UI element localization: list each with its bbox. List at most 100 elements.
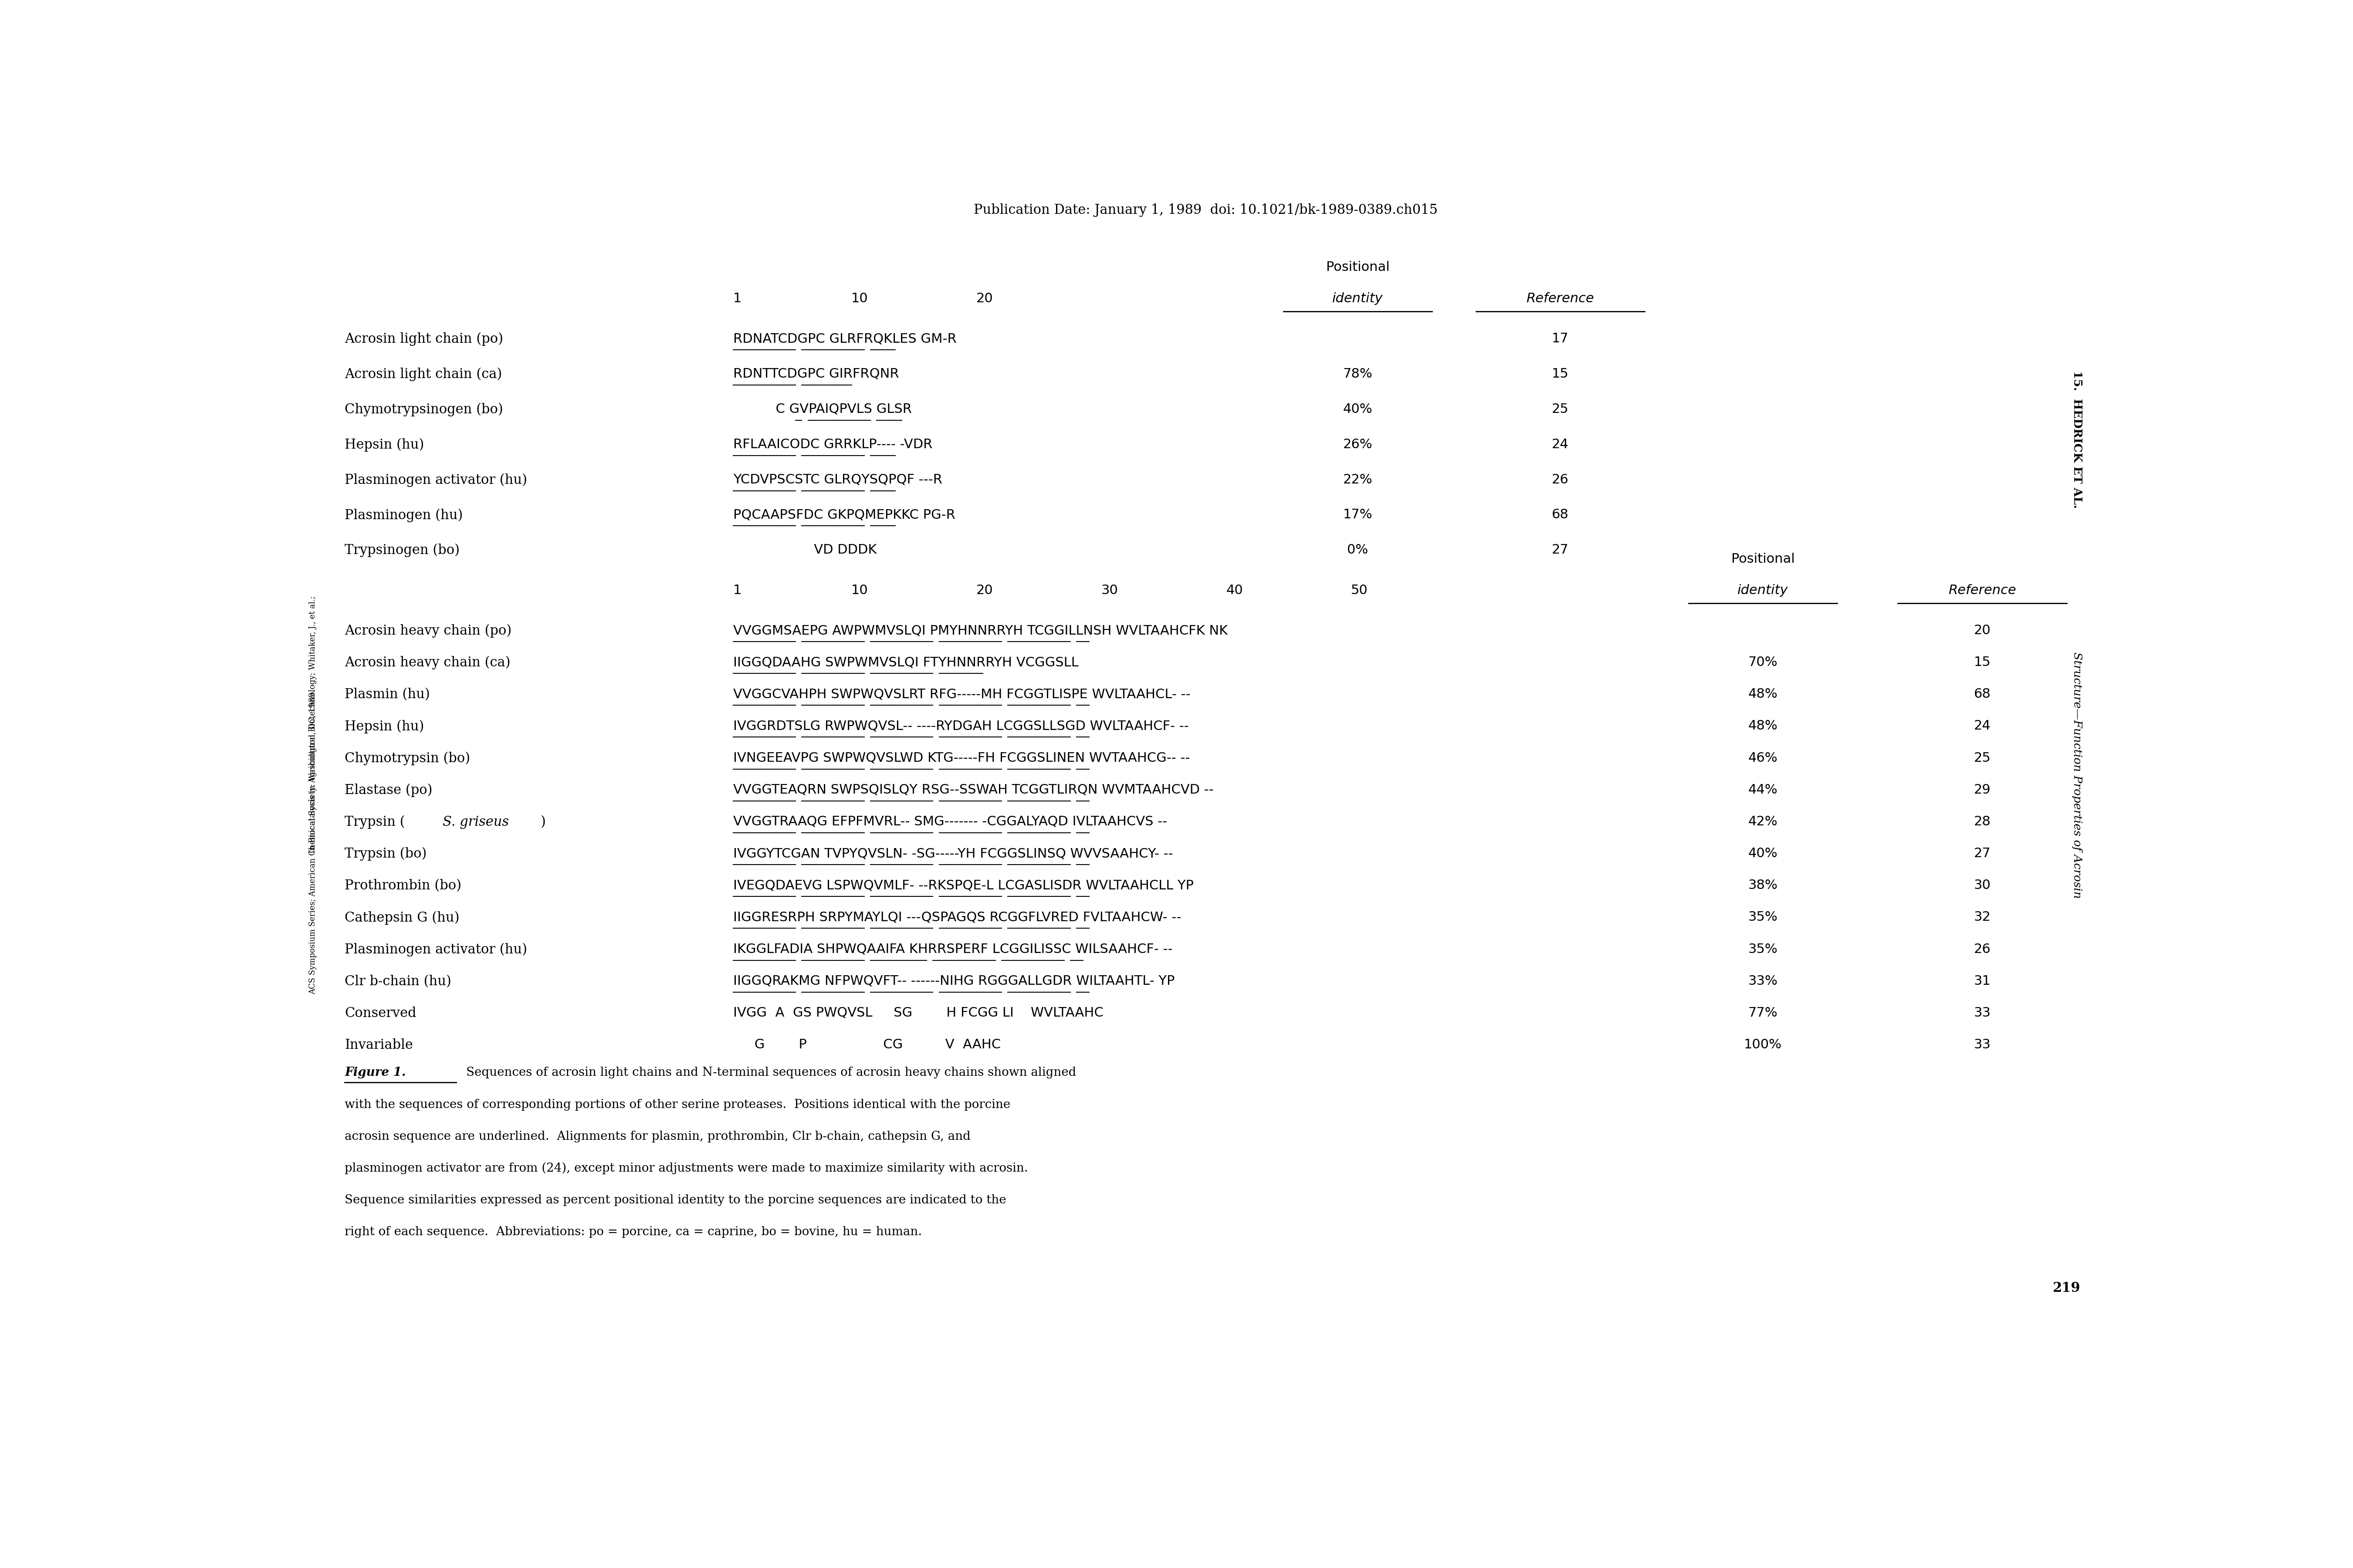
- Text: Acrosin light chain (po): Acrosin light chain (po): [346, 332, 504, 347]
- Text: C GVPAIQPVLS GLSR: C GVPAIQPVLS GLSR: [734, 403, 911, 416]
- Text: 48%: 48%: [1748, 688, 1777, 701]
- Text: 17%: 17%: [1344, 508, 1372, 521]
- Text: 27: 27: [1553, 544, 1569, 557]
- Text: 28: 28: [1974, 815, 1991, 828]
- Text: 24: 24: [1553, 437, 1569, 450]
- Text: identity: identity: [1737, 583, 1788, 596]
- Text: IIGGRESRPH SRPYMAYLQI ---QSPAGQS RCGGFLVRED FVLTAAHCW- --: IIGGRESRPH SRPYMAYLQI ---QSPAGQS RCGGFLV…: [734, 911, 1181, 924]
- Text: 33: 33: [1974, 1007, 1991, 1019]
- Text: 68: 68: [1974, 688, 1991, 701]
- Text: IVNGEEAVPG SWPWQVSLWD KTG-----FH FCGGSLINEN WVTAAHCG-- --: IVNGEEAVPG SWPWQVSLWD KTG-----FH FCGGSLI…: [734, 751, 1191, 764]
- Text: 25: 25: [1553, 403, 1569, 416]
- Text: 70%: 70%: [1748, 655, 1777, 668]
- Text: Acrosin heavy chain (po): Acrosin heavy chain (po): [346, 624, 511, 638]
- Text: Trypsin (bo): Trypsin (bo): [346, 847, 426, 861]
- Text: 68: 68: [1551, 508, 1569, 521]
- Text: 26: 26: [1974, 942, 1991, 955]
- Text: 26: 26: [1553, 474, 1569, 486]
- Text: Publication Date: January 1, 1989  doi: 10.1021/bk-1989-0389.ch015: Publication Date: January 1, 1989 doi: 1…: [974, 204, 1438, 216]
- Text: RFLAAICODC GRRKLP---- -VDR: RFLAAICODC GRRKLP---- -VDR: [734, 437, 932, 450]
- Text: Sequence similarities expressed as percent positional identity to the porcine se: Sequence similarities expressed as perce…: [346, 1195, 1007, 1206]
- Text: Acrosin heavy chain (ca): Acrosin heavy chain (ca): [346, 655, 511, 670]
- Text: Conserved: Conserved: [346, 1007, 416, 1019]
- Text: 40: 40: [1226, 583, 1242, 596]
- Text: 22%: 22%: [1344, 474, 1372, 486]
- Text: 38%: 38%: [1748, 880, 1777, 892]
- Text: right of each sequence.  Abbreviations: po = porcine, ca = caprine, bo = bovine,: right of each sequence. Abbreviations: p…: [346, 1226, 922, 1237]
- Text: 0%: 0%: [1348, 544, 1367, 557]
- Text: 31: 31: [1974, 975, 1991, 988]
- Text: G        P                  CG          V  AAHC: G P CG V AAHC: [734, 1038, 1000, 1051]
- Text: 27: 27: [1974, 847, 1991, 859]
- Text: 15: 15: [1974, 655, 1991, 668]
- Text: VVGGCVAHPH SWPWQVSLRT RFG-----MH FCGGTLISPE WVLTAAHCL- --: VVGGCVAHPH SWPWQVSLRT RFG-----MH FCGGTLI…: [734, 688, 1191, 701]
- Text: Positional: Positional: [1732, 554, 1795, 566]
- Text: identity: identity: [1332, 292, 1384, 304]
- Text: Cathepsin G (hu): Cathepsin G (hu): [346, 911, 459, 925]
- Text: Structure—Function Properties of Acrosin: Structure—Function Properties of Acrosin: [2071, 652, 2082, 898]
- Text: 219: 219: [2052, 1281, 2080, 1295]
- Text: 29: 29: [1974, 784, 1991, 797]
- Text: 32: 32: [1974, 911, 1991, 924]
- Text: 30: 30: [1974, 880, 1991, 892]
- Text: 17: 17: [1553, 332, 1569, 345]
- Text: Sequences of acrosin light chains and N-terminal sequences of acrosin heavy chai: Sequences of acrosin light chains and N-…: [466, 1066, 1075, 1079]
- Text: 15: 15: [1553, 367, 1569, 379]
- Text: 33%: 33%: [1748, 975, 1777, 988]
- Text: 1: 1: [734, 292, 741, 304]
- Text: 33: 33: [1974, 1038, 1991, 1051]
- Text: IKGGLFADIA SHPWQAAIFA KHRRSPERF LCGGILISSC WILSAAHCF- --: IKGGLFADIA SHPWQAAIFA KHRRSPERF LCGGILIS…: [734, 942, 1172, 955]
- Text: Chymotrypsinogen (bo): Chymotrypsinogen (bo): [346, 403, 504, 417]
- Text: Reference: Reference: [1527, 292, 1595, 304]
- Text: 20: 20: [1974, 624, 1991, 637]
- Text: with the sequences of corresponding portions of other serine proteases.  Positio: with the sequences of corresponding port…: [346, 1099, 1009, 1110]
- Text: IVGGRDTSLG RWPWQVSL-- ----RYDGAH LCGGSLLSGD WVLTAAHCF- --: IVGGRDTSLG RWPWQVSL-- ----RYDGAH LCGGSLL…: [734, 720, 1188, 732]
- Text: Clr b-chain (hu): Clr b-chain (hu): [346, 975, 452, 988]
- Text: Trypsin (: Trypsin (: [346, 815, 405, 829]
- Text: 30: 30: [1101, 583, 1118, 596]
- Text: Figure 1.: Figure 1.: [346, 1066, 407, 1079]
- Text: Chymotrypsin (bo): Chymotrypsin (bo): [346, 751, 471, 765]
- Text: 20: 20: [976, 583, 993, 596]
- Text: 24: 24: [1974, 720, 1991, 732]
- Text: IIGGQRAKMG NFPWQVFT-- ------NIHG RGGGALLGDR WILTAAHTL- YP: IIGGQRAKMG NFPWQVFT-- ------NIHG RGGGALL…: [734, 975, 1174, 988]
- Text: 40%: 40%: [1344, 403, 1372, 416]
- Text: PQCAAPSFDC GKPQMEPKKC PG-R: PQCAAPSFDC GKPQMEPKKC PG-R: [734, 508, 955, 521]
- Text: 25: 25: [1974, 751, 1991, 764]
- Text: VVGGMSAEPG AWPWMVSLQI PMYHNNRRYH TCGGILLNSH WVLTAAHCFK NK: VVGGMSAEPG AWPWMVSLQI PMYHNNRRYH TCGGILL…: [734, 624, 1228, 637]
- Text: 1: 1: [734, 583, 741, 596]
- Text: Plasminogen activator (hu): Plasminogen activator (hu): [346, 474, 527, 486]
- Text: Reference: Reference: [1948, 583, 2017, 596]
- Text: In Biocatalysis in Agricultural Biotechnology; Whitaker, J., et al.;: In Biocatalysis in Agricultural Biotechn…: [308, 596, 318, 853]
- Text: Elastase (po): Elastase (po): [346, 784, 433, 797]
- Text: 77%: 77%: [1748, 1007, 1777, 1019]
- Text: VVGGTRAAQG EFPFMVRL-- SMG------- -CGGALYAQD IVLTAAHCVS --: VVGGTRAAQG EFPFMVRL-- SMG------- -CGGALY…: [734, 815, 1167, 828]
- Text: Acrosin light chain (ca): Acrosin light chain (ca): [346, 367, 501, 381]
- Text: ): ): [541, 815, 546, 829]
- Text: IIGGQDAAHG SWPWMVSLQI FTYHNNRRYH VCGGSLL: IIGGQDAAHG SWPWMVSLQI FTYHNNRRYH VCGGSLL: [734, 655, 1078, 668]
- Text: Hepsin (hu): Hepsin (hu): [346, 437, 424, 452]
- Text: 35%: 35%: [1748, 942, 1777, 955]
- Text: plasminogen activator are from (24), except minor adjustments were made to maxim: plasminogen activator are from (24), exc…: [346, 1162, 1028, 1174]
- Text: IVGGYTCGAN TVPYQVSLN- -SG-----YH FCGGSLINSQ WVVSAAHCY- --: IVGGYTCGAN TVPYQVSLN- -SG-----YH FCGGSLI…: [734, 847, 1172, 859]
- Text: 48%: 48%: [1748, 720, 1777, 732]
- Text: 78%: 78%: [1344, 367, 1372, 379]
- Text: Invariable: Invariable: [346, 1038, 414, 1052]
- Text: Positional: Positional: [1327, 260, 1388, 274]
- Text: Hepsin (hu): Hepsin (hu): [346, 720, 424, 734]
- Text: S. griseus: S. griseus: [442, 815, 508, 829]
- Text: 26%: 26%: [1344, 437, 1372, 450]
- Text: 40%: 40%: [1748, 847, 1777, 859]
- Text: Trypsinogen (bo): Trypsinogen (bo): [346, 544, 459, 557]
- Text: 15.  HEDRICK ET AL.: 15. HEDRICK ET AL.: [2071, 370, 2082, 508]
- Text: 46%: 46%: [1748, 751, 1777, 764]
- Text: 10: 10: [852, 292, 868, 304]
- Text: 20: 20: [976, 292, 993, 304]
- Text: RDNTTCDGPC GIRFRQNR: RDNTTCDGPC GIRFRQNR: [734, 367, 899, 379]
- Text: VD DDDK: VD DDDK: [734, 544, 878, 557]
- Text: 44%: 44%: [1748, 784, 1777, 797]
- Text: ACS Symposium Series; American Chemical Society: Washington, DC, 1989.: ACS Symposium Series; American Chemical …: [308, 690, 318, 994]
- Text: VVGGTEAQRN SWPSQISLQY RSG--SSWAH TCGGTLIRQN WVMTAAHCVD --: VVGGTEAQRN SWPSQISLQY RSG--SSWAH TCGGTLI…: [734, 784, 1214, 797]
- Text: Plasmin (hu): Plasmin (hu): [346, 688, 431, 701]
- Text: Plasminogen activator (hu): Plasminogen activator (hu): [346, 942, 527, 956]
